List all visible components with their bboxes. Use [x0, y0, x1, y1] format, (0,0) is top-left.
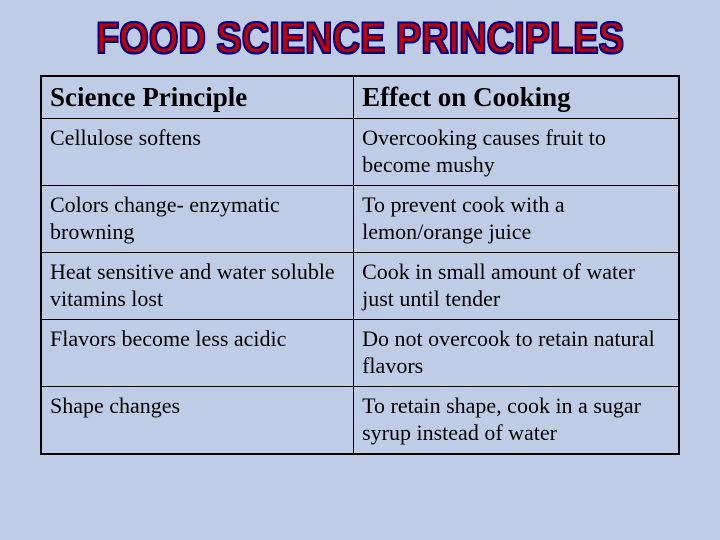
principles-table: Science Principle Effect on Cooking Cell…	[40, 75, 680, 455]
table-row: Cellulose softens Overcooking causes fru…	[41, 118, 679, 185]
cell-effect: To retain shape, cook in a sugar syrup i…	[354, 386, 679, 453]
table-row: Shape changes To retain shape, cook in a…	[41, 386, 679, 453]
cell-principle: Flavors become less acidic	[41, 319, 354, 386]
cell-principle: Shape changes	[41, 386, 354, 453]
table-row: Heat sensitive and water soluble vitamin…	[41, 252, 679, 319]
table-header-row: Science Principle Effect on Cooking	[41, 76, 679, 118]
table-row: Flavors become less acidic Do not overco…	[41, 319, 679, 386]
cell-effect: Cook in small amount of water just until…	[354, 252, 679, 319]
cell-principle: Cellulose softens	[41, 118, 354, 185]
column-header-effect: Effect on Cooking	[354, 76, 679, 118]
cell-principle: Colors change- enzymatic browning	[41, 185, 354, 252]
table-row: Colors change- enzymatic browning To pre…	[41, 185, 679, 252]
cell-effect: Do not overcook to retain natural flavor…	[354, 319, 679, 386]
table-container: Science Principle Effect on Cooking Cell…	[40, 75, 680, 455]
title-text: FOOD SCIENCE PRINCIPLES	[96, 15, 624, 64]
column-header-principle: Science Principle	[41, 76, 354, 118]
cell-principle: Heat sensitive and water soluble vitamin…	[41, 252, 354, 319]
slide-title: FOOD SCIENCE PRINCIPLES	[40, 18, 680, 61]
cell-effect: Overcooking causes fruit to become mushy	[354, 118, 679, 185]
cell-effect: To prevent cook with a lemon/orange juic…	[354, 185, 679, 252]
